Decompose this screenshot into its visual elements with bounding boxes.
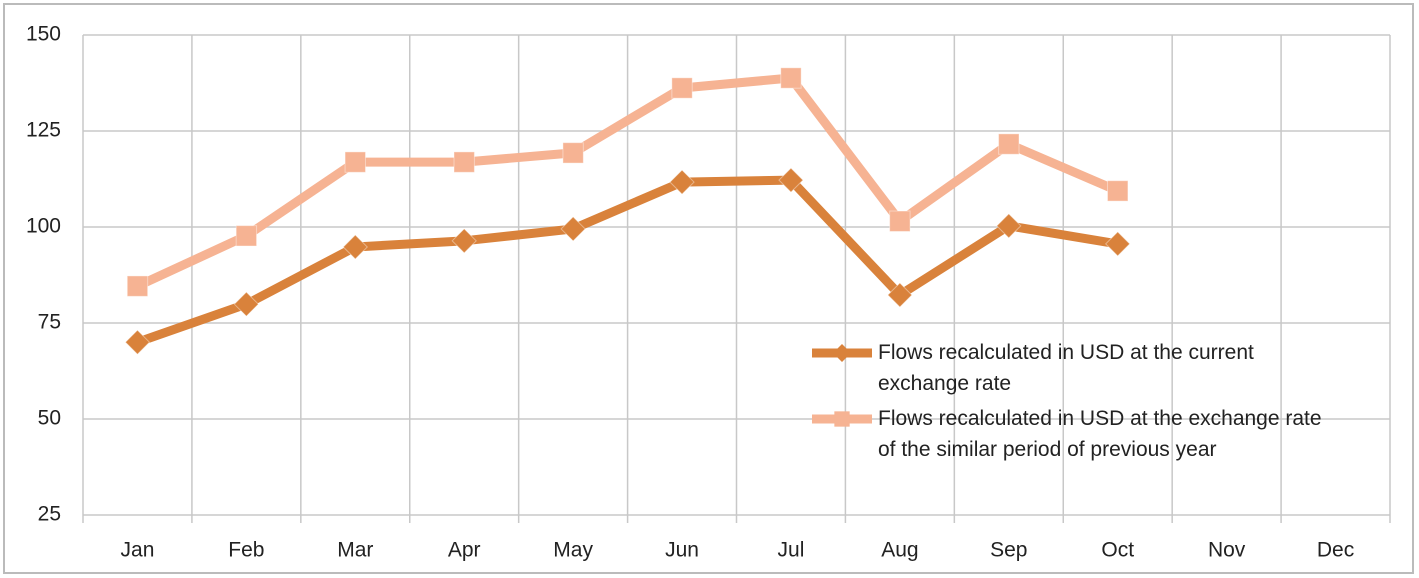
marker [998, 133, 1020, 155]
marker [833, 344, 851, 362]
x-tick-label: May [553, 539, 593, 562]
x-tick-label: Jul [778, 539, 805, 562]
legend-entry: Flows recalculated in USD at the exchang… [810, 403, 1330, 465]
marker [126, 275, 149, 297]
chart-border [3, 3, 1414, 574]
x-tick-label: Mar [337, 539, 373, 562]
legend: Flows recalculated in USD at the current… [810, 337, 1330, 469]
marker [451, 228, 477, 254]
legend-label: Flows recalculated in USD at the exchang… [878, 407, 1322, 461]
x-tick-label: Oct [1101, 539, 1134, 562]
marker [887, 282, 913, 308]
x-tick-label: Feb [228, 539, 264, 562]
y-tick-label: 50 [38, 407, 61, 430]
marker [342, 234, 368, 260]
y-tick-label: 100 [26, 215, 61, 238]
legend-label: Flows recalculated in USD at the current… [878, 341, 1254, 395]
legend-entry: Flows recalculated in USD at the current… [810, 337, 1330, 399]
series-line [135, 73, 1120, 291]
marker [1105, 231, 1131, 257]
marker [453, 151, 475, 173]
x-tick-label: Dec [1317, 539, 1354, 562]
marker [669, 169, 695, 195]
legend-swatch [812, 411, 872, 427]
x-tick-label: Aug [881, 539, 918, 562]
x-tick-label: Apr [448, 539, 481, 562]
marker [834, 411, 850, 427]
y-tick-label: 75 [38, 311, 61, 334]
marker [562, 142, 584, 164]
series-line [135, 175, 1119, 347]
x-tick-label: Nov [1208, 539, 1246, 562]
marker [889, 210, 911, 232]
marker [235, 225, 258, 247]
x-tick-label: Jan [121, 539, 155, 562]
x-tick-label: Sep [990, 539, 1027, 562]
x-tick-label: Jun [665, 539, 699, 562]
marker [996, 213, 1022, 239]
legend-swatch [812, 344, 872, 362]
marker [344, 151, 366, 173]
marker [1107, 180, 1129, 202]
y-tick-label: 150 [26, 23, 61, 46]
marker [671, 77, 693, 99]
marker [560, 216, 586, 242]
marker [780, 67, 802, 89]
marker [778, 167, 804, 193]
marker [124, 329, 151, 355]
y-tick-label: 125 [26, 119, 61, 142]
y-tick-label: 25 [38, 503, 61, 526]
marker [233, 291, 260, 317]
